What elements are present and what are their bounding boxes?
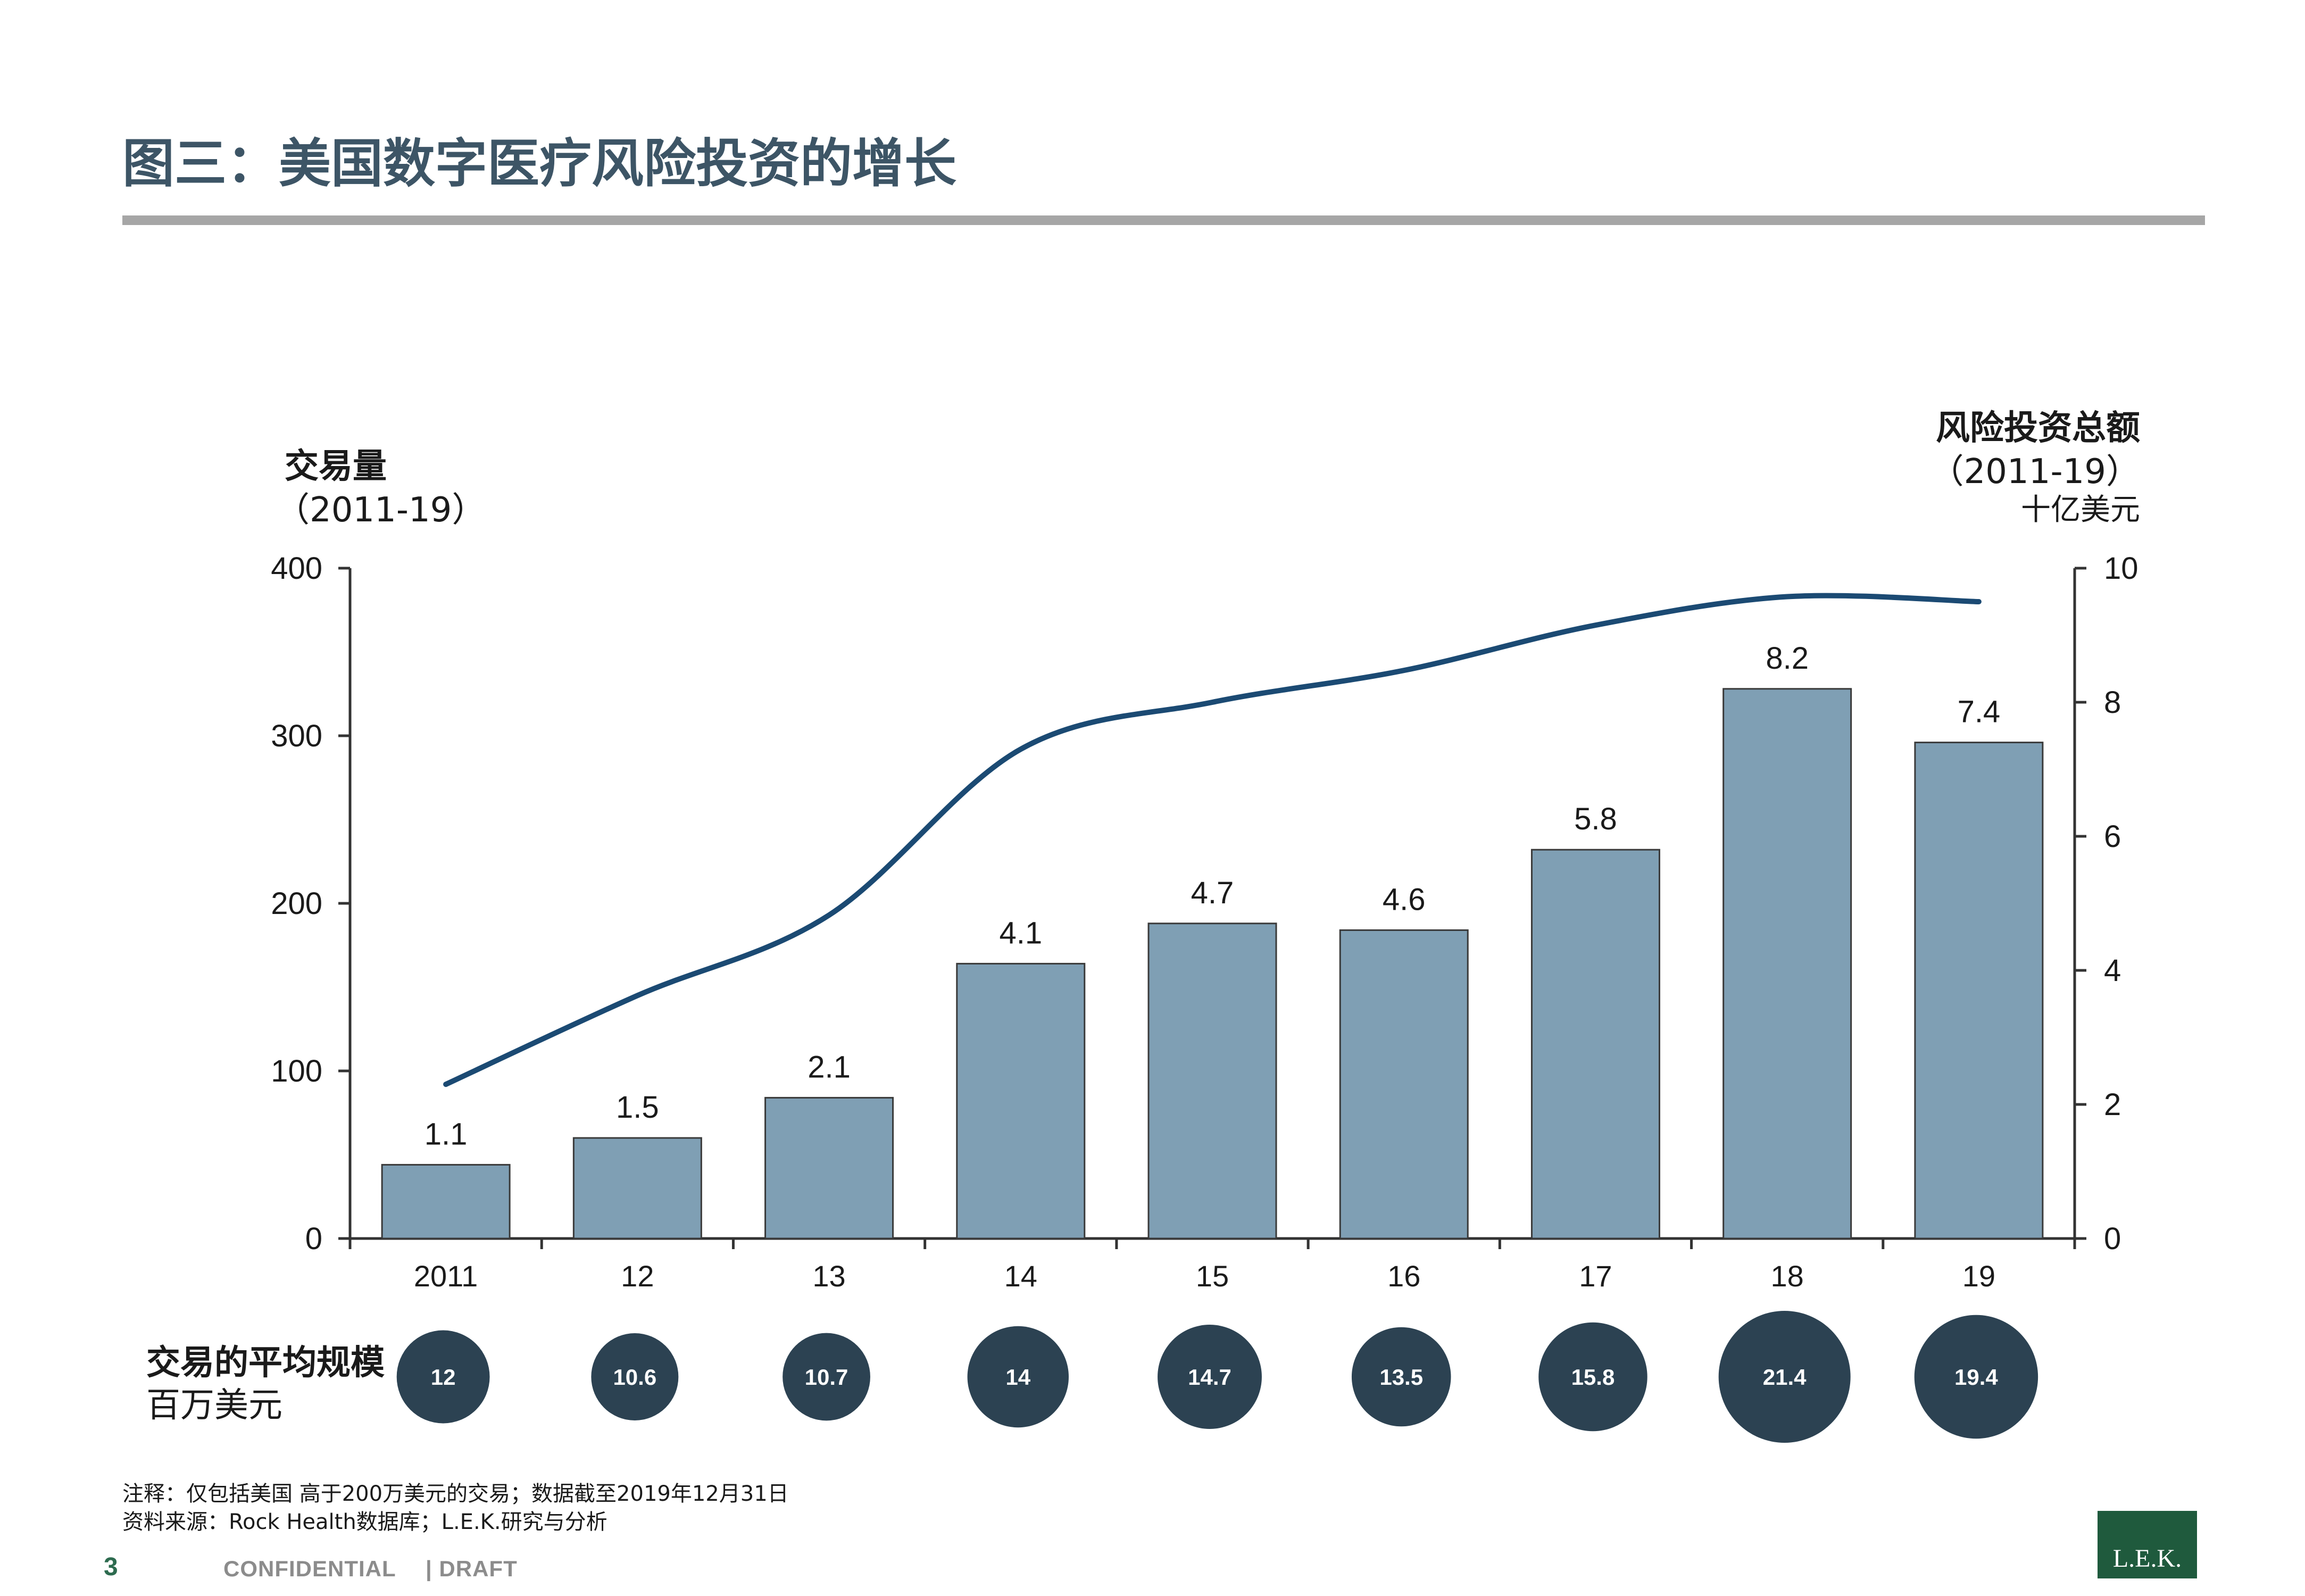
- draft-label: | DRAFT: [426, 1556, 518, 1581]
- left-axis-tick-label: 400: [271, 551, 322, 586]
- right-axis-tick-label: 0: [2104, 1221, 2121, 1256]
- title-divider: [122, 215, 2205, 225]
- right-axis-unit: 十亿美元: [2021, 493, 2140, 527]
- bar-data-label: 2.1: [808, 1050, 851, 1084]
- source-note: 资料来源：Rock Health数据库；L.E.K.研究与分析: [122, 1510, 608, 1534]
- avg-deal-size-label: 12: [431, 1365, 456, 1390]
- avg-deal-size-title: 交易的平均规模: [146, 1343, 385, 1383]
- left-axis-tick-label: 300: [271, 719, 322, 753]
- bar-data-label: 4.7: [1191, 876, 1234, 910]
- avg-deal-size-bubble: [783, 1333, 870, 1421]
- bar-data-label: 4.6: [1383, 882, 1426, 917]
- confidential-label: CONFIDENTIAL: [223, 1556, 396, 1581]
- right-axis-tick-label: 2: [2104, 1087, 2121, 1122]
- avg-deal-size-bubble: [1718, 1311, 1851, 1443]
- avg-deal-size-bubble: [967, 1326, 1069, 1428]
- bar-data-label: 7.4: [1958, 695, 2001, 729]
- right-axis-tick-label: 6: [2104, 819, 2121, 854]
- left-axis-period: （2011-19）: [276, 491, 486, 530]
- x-axis-tick-label: 2011: [414, 1259, 478, 1293]
- footnote: 注释：仅包括美国 高于200万美元的交易；数据截至2019年12月31日: [122, 1482, 789, 1506]
- avg-deal-size-label: 14.7: [1188, 1365, 1231, 1390]
- left-axis-tick-label: 100: [271, 1054, 322, 1088]
- right-axis-tick-label: 8: [2104, 685, 2121, 720]
- x-axis-tick-label: 18: [1771, 1259, 1804, 1293]
- right-axis-period: （2011-19）: [1929, 452, 2140, 492]
- bar: [764, 1096, 894, 1240]
- avg-deal-size-label: 14: [1005, 1365, 1030, 1390]
- avg-deal-size-bubble: [1351, 1327, 1451, 1427]
- avg-deal-size-bubble: [1538, 1322, 1647, 1432]
- bar-data-label: 4.1: [999, 916, 1042, 950]
- x-axis-tick-label: 12: [621, 1259, 654, 1293]
- avg-deal-size-label: 10.6: [613, 1365, 656, 1390]
- lek-logo: L.E.K.: [2098, 1511, 2197, 1578]
- avg-deal-size-unit: 百万美元: [146, 1386, 282, 1425]
- avg-deal-size-label: 13.5: [1379, 1365, 1423, 1390]
- bar: [1914, 742, 2044, 1240]
- left-axis-tick-label: 0: [305, 1221, 322, 1256]
- bar: [1147, 922, 1277, 1240]
- avg-deal-size-label: 19.4: [1954, 1365, 1998, 1390]
- deal-volume-line: [443, 593, 1982, 1087]
- avg-deal-size-label: 21.4: [1763, 1365, 1807, 1390]
- avg-deal-size-bubble: [1914, 1315, 2038, 1439]
- right-axis-tick-label: 4: [2104, 953, 2121, 988]
- x-axis-tick-label: 16: [1387, 1259, 1420, 1293]
- bar-data-label: 1.5: [616, 1090, 659, 1125]
- left-axis-title: 交易量: [285, 447, 387, 486]
- lek-logo-text: L.E.K.: [2112, 1544, 2182, 1573]
- x-axis-tick-label: 15: [1196, 1259, 1229, 1293]
- bar-data-label: 5.8: [1574, 802, 1617, 836]
- avg-deal-size-label: 15.8: [1571, 1365, 1615, 1390]
- right-axis-tick-label: 10: [2104, 551, 2138, 586]
- bar: [956, 962, 1086, 1240]
- avg-deal-size-label: 10.7: [805, 1365, 848, 1390]
- right-axis-title: 风险投资总额: [1936, 409, 2140, 448]
- bar: [572, 1137, 702, 1240]
- bar-data-label: 8.2: [1766, 641, 1809, 676]
- x-axis-tick-label: 19: [1962, 1259, 1995, 1293]
- bar-data-label: 1.1: [425, 1117, 468, 1151]
- bar: [1530, 849, 1660, 1240]
- bar: [381, 1163, 511, 1240]
- bar: [1339, 929, 1469, 1240]
- avg-deal-size-bubble: [591, 1333, 679, 1420]
- x-axis-tick-label: 13: [812, 1259, 845, 1293]
- avg-deal-size-bubble: [396, 1330, 490, 1424]
- page-number: 3: [104, 1553, 118, 1581]
- avg-deal-size-bubble: [1158, 1325, 1262, 1429]
- page-title: 图三：美国数字医疗风险投资的增长: [122, 134, 957, 194]
- x-axis-tick-label: 17: [1579, 1259, 1612, 1293]
- x-axis-tick-label: 14: [1004, 1259, 1037, 1293]
- left-axis-tick-label: 200: [271, 886, 322, 921]
- bar: [1722, 688, 1852, 1240]
